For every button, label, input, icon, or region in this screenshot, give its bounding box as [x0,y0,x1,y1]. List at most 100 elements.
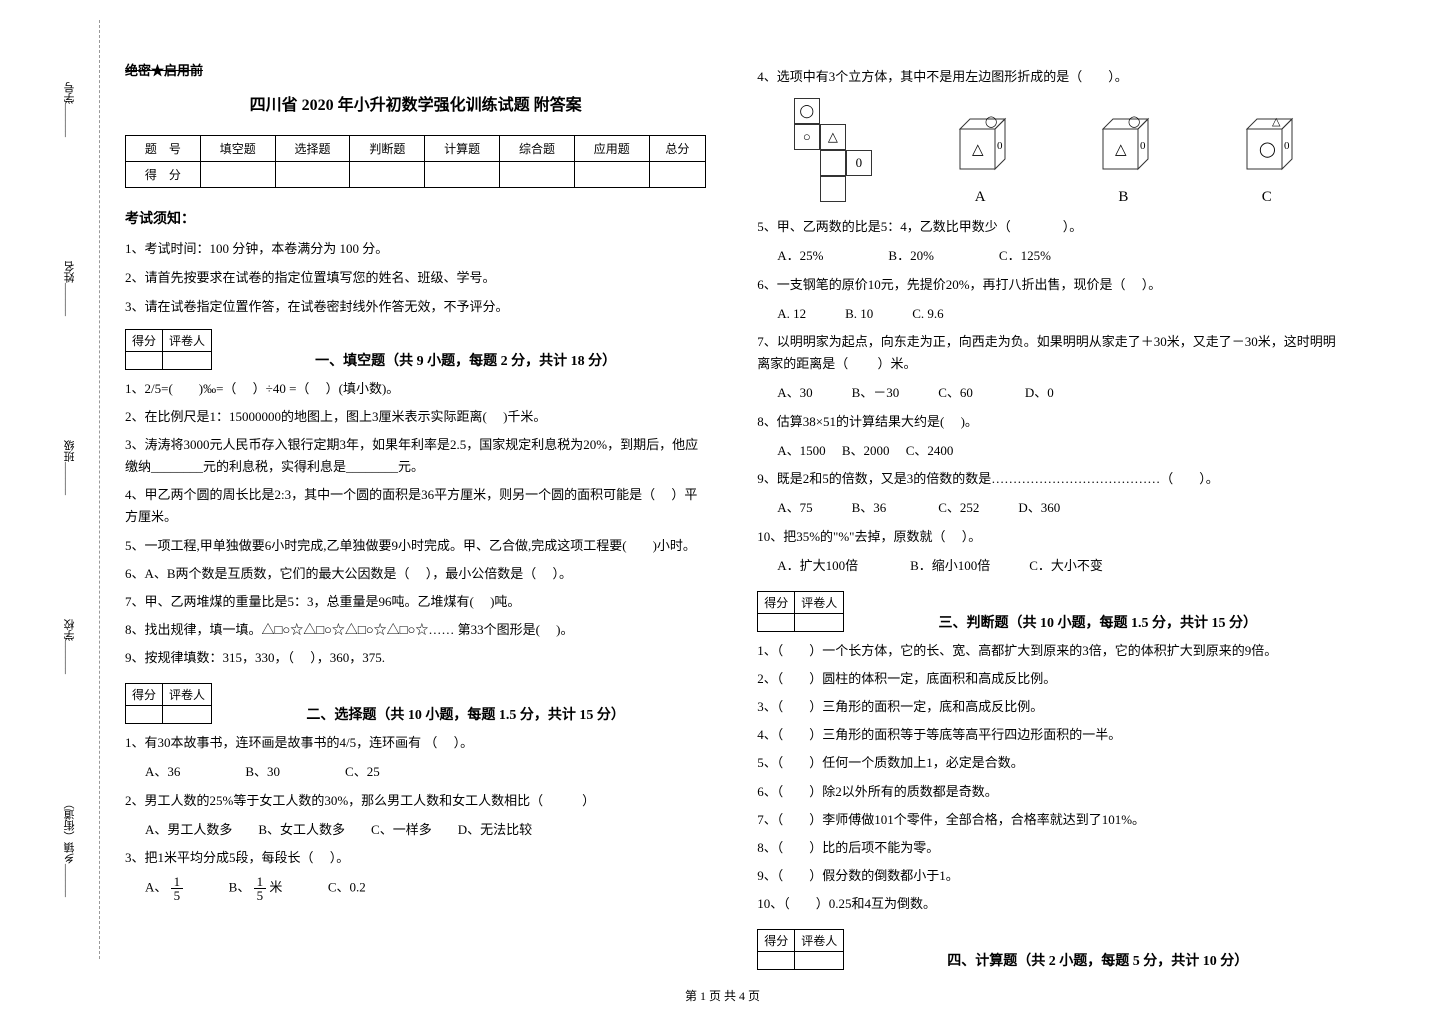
net-cell: 0 [846,150,872,176]
cube-b: ◯ △ 0 B [1088,109,1158,206]
section-2-title: 二、选择题（共 10 小题，每题 1.5 分，共计 15 分） [225,704,706,724]
q2-5-opts: A．25% B．20% C．125% [777,244,1338,267]
q2-7: 7、以明明家为起点，向东走为正，向西走为负。如果明明从家走了＋30米，又走了－3… [757,331,1338,375]
q2-6: 6、一支钢笔的原价10元，先提价20%，再打八折出售，现价是（ ）。 [757,274,1338,296]
page-content: 绝密★启用前 四川省 2020 年小升初数学强化训练试题 附答案 题 号 填空题… [0,0,1445,970]
q1-6: 6、A、B两个数是互质数，它们的最大公因数是（ ），最小公倍数是（ ）。 [125,563,706,585]
left-column: 绝密★启用前 四川省 2020 年小升初数学强化训练试题 附答案 题 号 填空题… [100,60,731,930]
net-cell [820,150,846,176]
marker-label: 评卷人 [163,330,212,352]
marker-label: 评卷人 [163,684,212,706]
score-cell [275,162,350,188]
q3-8: 8、（ ）比的后项不能为零。 [757,837,1338,859]
q3-2: 2、（ ）圆柱的体积一定，底面积和高成反比例。 [757,668,1338,690]
svg-text:△: △ [1272,116,1281,128]
q1-3: 3、涛涛将3000元人民币存入银行定期3年，如果年利率是2.5，国家规定利息税为… [125,434,706,478]
q3-3: 3、（ ）三角形的面积一定，底和高成反比例。 [757,696,1338,718]
score-label: 得分 [758,592,795,614]
score-header: 选择题 [275,136,350,162]
svg-text:0: 0 [997,140,1003,152]
confidential-label: 绝密★启用前 [125,60,706,79]
score-label: 得分 [126,330,163,352]
q1-1: 1、2/5=( )‰=（ ）÷40 =（ ）(填小数)。 [125,378,706,400]
marker-label: 评卷人 [795,592,844,614]
score-cell [758,952,795,970]
score-cell [126,352,163,370]
binding-margin: 乡镇（街道）______ 学校______ 班级______ 姓名______ … [40,20,100,959]
score-cell [500,162,575,188]
binding-field-township: 乡镇（街道）______ [62,790,78,905]
svg-text:△: △ [972,142,984,158]
q1-7: 7、甲、乙两堆煤的重量比是5：3，总重量是96吨。乙堆煤有( )吨。 [125,591,706,613]
notice-item: 1、考试时间：100 分钟，本卷满分为 100 分。 [125,238,706,257]
page-footer: 第 1 页 共 4 页 [0,987,1445,1004]
fraction-1-5: 15 [171,875,184,902]
q1-4: 4、甲乙两个圆的周长比是2:3，其中一个圆的面积是36平方厘米，则另一个圆的面积… [125,484,706,528]
q2-9-opts: A、75 B、36 C、252 D、360 [777,496,1338,519]
score-header: 题 号 [126,136,201,162]
q1-8: 8、找出规律，填一填。△□○☆△□○☆△□○☆△□○☆…… 第33个图形是( )… [125,619,706,641]
svg-text:◯: ◯ [1128,116,1140,128]
q2-1: 1、有30本故事书，连环画是故事书的4/5，连环画有 （ ）。 [125,732,706,754]
q2-7-opts: A、30 B、－30 C、60 D、0 [777,381,1338,404]
score-header: 总分 [649,136,706,162]
q2-1-opts: A、36 B、30 C、25 [145,760,706,783]
q3-7: 7、（ ）李师傅做101个零件，全部合格，合格率就达到了101%。 [757,809,1338,831]
section-2-header: 得分评卷人 二、选择题（共 10 小题，每题 1.5 分，共计 15 分） [125,683,706,724]
score-cell [126,706,163,724]
binding-field-class: 班级______ [62,432,78,503]
binding-field-name: 姓名______ [62,253,78,324]
cube-b-label: B [1088,189,1158,206]
score-header: 计算题 [425,136,500,162]
score-cell [200,162,275,188]
score-cell [425,162,500,188]
score-row-label: 得 分 [126,162,201,188]
section-4-title: 四、计算题（共 2 小题，每题 5 分，共计 10 分） [857,950,1338,970]
section-3-header: 得分评卷人 三、判断题（共 10 小题，每题 1.5 分，共计 15 分） [757,591,1338,632]
q2-8-opts: A、1500 B、2000 C、2400 [777,439,1338,462]
binding-field-id: 学号______ [62,74,78,145]
score-header: 填空题 [200,136,275,162]
section-4-header: 得分评卷人 四、计算题（共 2 小题，每题 5 分，共计 10 分） [757,929,1338,970]
q2-10-opts: A．扩大100倍 B．缩小100倍 C．大小不变 [777,554,1338,577]
cube-c: △ ◯ 0 C [1232,109,1302,206]
opt-b-label: B、 [229,880,251,895]
q3-9: 9、（ ）假分数的倒数都小于1。 [757,865,1338,887]
q2-2-opts: A、男工人数多 B、女工人数多 C、一样多 D、无法比较 [145,818,706,841]
q3-10: 10、（ ）0.25和4互为倒数。 [757,893,1338,915]
right-column: 4、选项中有3个立方体，其中不是用左边图形折成的是（ ）。 ◯ ○△ 0 ◯ [732,60,1363,930]
score-header: 判断题 [350,136,425,162]
opt-b-unit: 米 [269,880,282,895]
opt-a-label: A、 [145,880,167,895]
section-1-title: 一、填空题（共 9 小题，每题 2 分，共计 18 分） [225,350,706,370]
q2-9: 9、既是2和5的倍数，又是3的倍数的数是…………………………………（ ）。 [757,468,1338,490]
score-summary-table: 题 号 填空题 选择题 判断题 计算题 综合题 应用题 总分 得 分 [125,135,706,188]
score-cell [350,162,425,188]
notice-title: 考试须知： [125,208,706,228]
section-3-title: 三、判断题（共 10 小题，每题 1.5 分，共计 15 分） [857,612,1338,632]
cube-c-label: C [1232,189,1302,206]
net-cell: △ [820,124,846,150]
score-box: 得分评卷人 [757,591,844,632]
notice-item: 3、请在试卷指定位置作答，在试卷密封线外作答无效，不予评分。 [125,296,706,315]
score-label: 得分 [126,684,163,706]
score-header: 应用题 [574,136,649,162]
svg-text:◯: ◯ [1259,142,1276,158]
exam-title: 四川省 2020 年小升初数学强化训练试题 附答案 [125,91,706,115]
q1-5: 5、一项工程,甲单独做要6小时完成,乙单独做要9小时完成。甲、乙合做,完成这项工… [125,535,706,557]
q3-6: 6、（ ）除2以外所有的质数都是奇数。 [757,781,1338,803]
opt-c: C、0.2 [328,880,366,895]
score-cell [758,614,795,632]
net-cell: ◯ [794,98,820,124]
score-cell [649,162,706,188]
svg-text:0: 0 [1284,140,1290,152]
binding-field-school: 学校______ [62,611,78,682]
score-box: 得分评卷人 [757,929,844,970]
score-box: 得分评卷人 [125,329,212,370]
score-label: 得分 [758,930,795,952]
q3-4: 4、（ ）三角形的面积等于等底等高平行四边形面积的一半。 [757,724,1338,746]
q2-4: 4、选项中有3个立方体，其中不是用左边图形折成的是（ ）。 [757,66,1338,88]
notice-item: 2、请首先按要求在试卷的指定位置填写您的姓名、班级、学号。 [125,267,706,286]
q1-2: 2、在比例尺是1：15000000的地图上，图上3厘米表示实际距离( )千米。 [125,406,706,428]
score-header: 综合题 [500,136,575,162]
